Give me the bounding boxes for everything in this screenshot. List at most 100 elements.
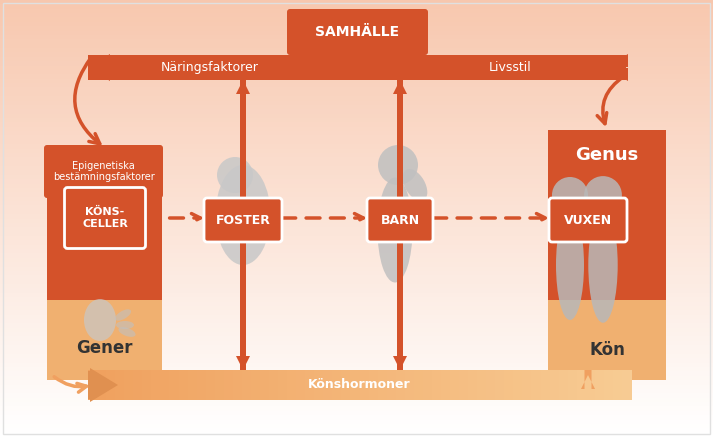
Bar (0, 140, 713, 144)
Text: VUXEN: VUXEN (564, 214, 612, 226)
Bar (0, 13, 713, 17)
Bar (0, 44, 713, 48)
Ellipse shape (215, 165, 270, 265)
FancyBboxPatch shape (204, 198, 282, 242)
Bar (0, 114, 713, 118)
Bar (0, 350, 713, 354)
Bar (47, 300, 162, 380)
Bar (504, 370, 514, 400)
Bar (0, 149, 713, 153)
Bar (0, 227, 713, 232)
Bar (0, 402, 713, 406)
Bar (432, 370, 442, 400)
Bar (405, 370, 415, 400)
Bar (0, 9, 713, 13)
Bar (396, 370, 406, 400)
Bar (0, 122, 713, 127)
Bar (332, 370, 342, 400)
Bar (386, 370, 396, 400)
Text: Livsstil: Livsstil (488, 61, 531, 74)
Bar (477, 370, 487, 400)
Bar (0, 240, 713, 245)
Bar (0, 354, 713, 358)
Bar (378, 370, 388, 400)
Bar (342, 370, 352, 400)
Polygon shape (88, 368, 118, 402)
Bar (133, 370, 143, 400)
Ellipse shape (403, 169, 427, 201)
Bar (0, 398, 713, 402)
Circle shape (378, 145, 418, 185)
Bar (586, 370, 596, 400)
Bar (0, 280, 713, 284)
Circle shape (584, 176, 622, 214)
Bar (0, 66, 713, 70)
Bar (0, 197, 713, 201)
Bar (0, 223, 713, 227)
Ellipse shape (84, 299, 116, 341)
Bar (305, 370, 315, 400)
Bar (0, 153, 713, 157)
Bar (459, 370, 469, 400)
Bar (151, 370, 161, 400)
Polygon shape (393, 225, 407, 370)
Bar (0, 4, 713, 9)
Bar (0, 284, 713, 288)
Bar (0, 79, 713, 83)
Bar (0, 57, 713, 61)
Bar (0, 70, 713, 74)
Bar (88, 370, 98, 400)
Bar (0, 393, 713, 398)
Bar (0, 74, 713, 79)
Circle shape (552, 177, 588, 213)
Bar (278, 370, 288, 400)
Bar (496, 370, 506, 400)
Bar (0, 236, 713, 240)
Text: Kön: Kön (589, 341, 625, 359)
Text: Gener: Gener (76, 339, 133, 357)
Bar (0, 92, 713, 96)
Bar (178, 370, 188, 400)
Bar (47, 155, 162, 300)
Bar (351, 370, 361, 400)
Bar (0, 245, 713, 249)
Bar (106, 370, 116, 400)
Bar (0, 39, 713, 44)
Bar (0, 341, 713, 345)
Text: FOSTER: FOSTER (215, 214, 270, 226)
Bar (0, 310, 713, 315)
FancyBboxPatch shape (44, 145, 163, 198)
Bar (0, 175, 713, 179)
Bar (0, 275, 713, 280)
Bar (613, 370, 623, 400)
Bar (397, 80, 403, 370)
Polygon shape (236, 80, 250, 225)
Bar (0, 297, 713, 302)
Bar (0, 345, 713, 350)
Bar (540, 370, 550, 400)
Bar (0, 380, 713, 385)
Bar (0, 26, 713, 31)
Bar (0, 385, 713, 389)
Bar (548, 130, 666, 300)
Bar (0, 306, 713, 310)
Bar (0, 188, 713, 192)
Bar (251, 370, 261, 400)
Bar (0, 201, 713, 205)
Bar (0, 363, 713, 367)
Ellipse shape (588, 207, 617, 323)
Ellipse shape (556, 210, 584, 320)
Text: Epigenetiska
bestämningsfaktorer: Epigenetiska bestämningsfaktorer (53, 161, 155, 182)
Bar (0, 288, 713, 293)
Bar (0, 83, 713, 87)
Bar (0, 358, 713, 363)
Ellipse shape (116, 321, 134, 329)
Bar (0, 96, 713, 101)
Ellipse shape (377, 177, 413, 282)
Bar (577, 370, 587, 400)
Bar (0, 302, 713, 306)
Bar (0, 428, 713, 433)
Bar (0, 61, 713, 66)
Bar (160, 370, 170, 400)
Bar (531, 370, 541, 400)
